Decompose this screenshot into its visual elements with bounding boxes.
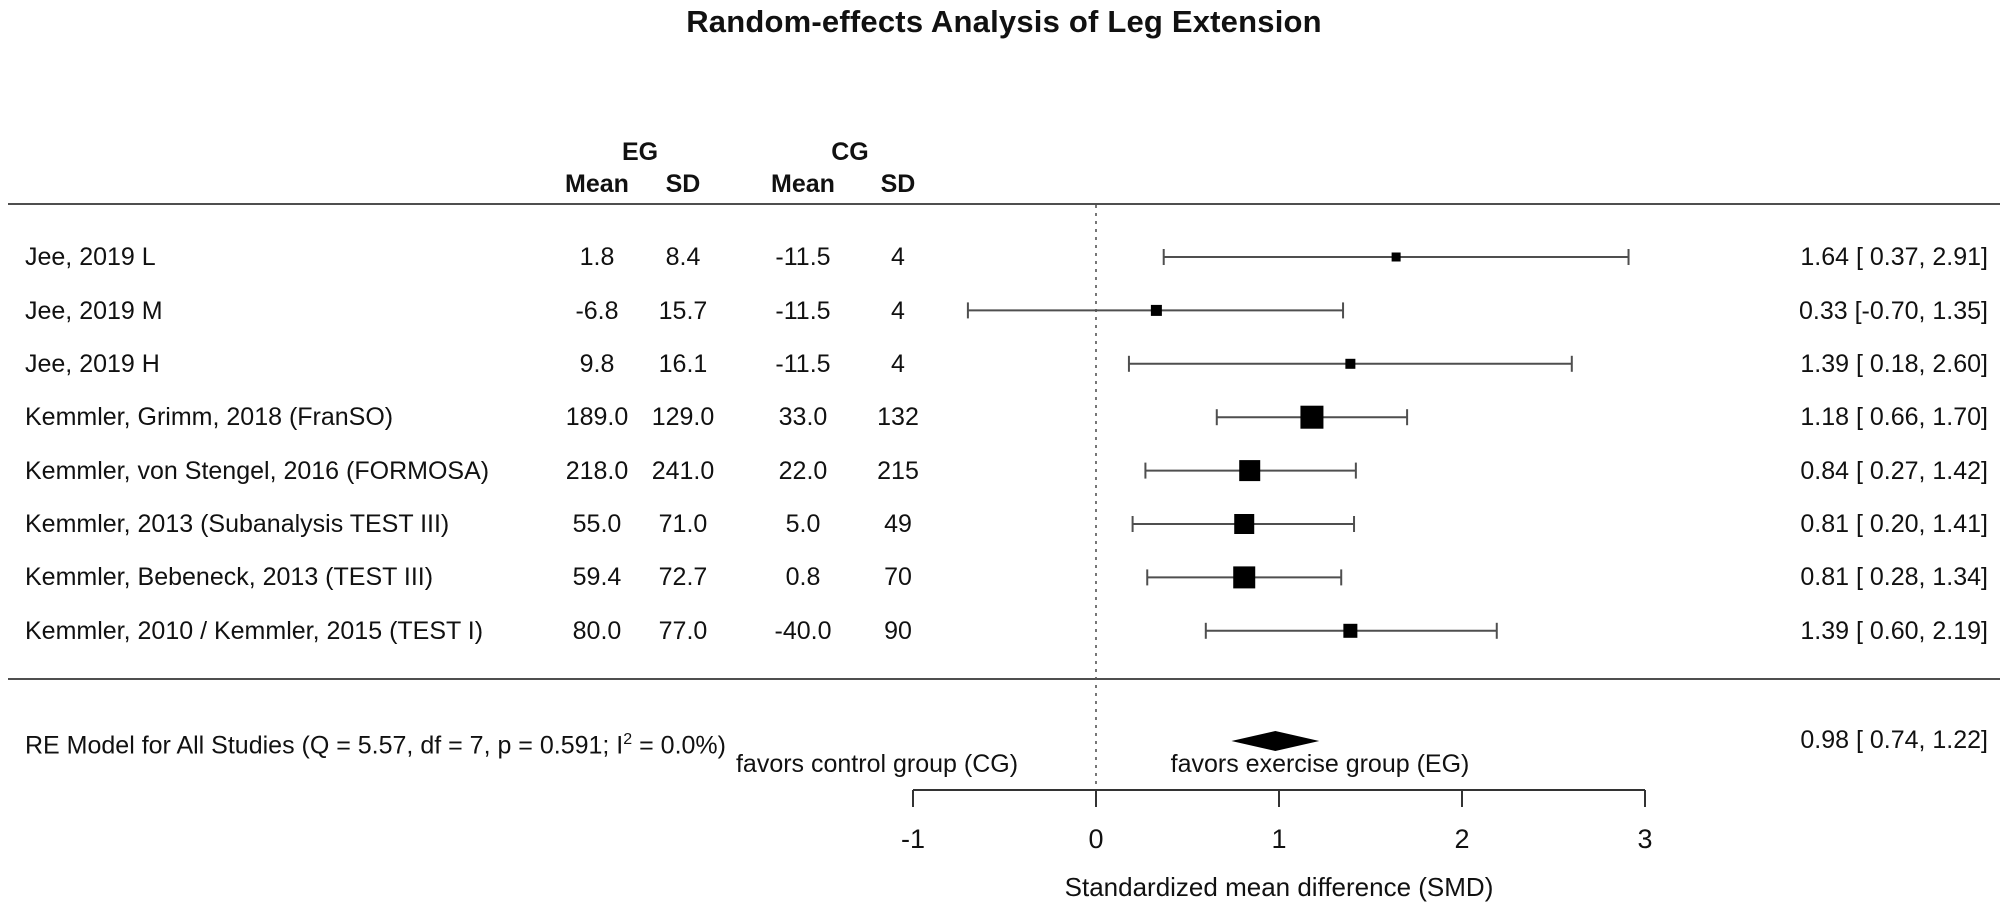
- study-label: Kemmler, von Stengel, 2016 (FORMOSA): [25, 457, 490, 485]
- x-tick-label: 1: [1271, 824, 1287, 854]
- header-eg-group: EG: [621, 138, 659, 166]
- cg-mean-value: -40.0: [774, 617, 832, 645]
- effect-estimate-label: 1.39 [ 0.60, 2.19]: [1800, 617, 1988, 645]
- header-cg-mean: Mean: [771, 170, 835, 198]
- study-label: Kemmler, Bebeneck, 2013 (TEST III): [25, 563, 434, 591]
- eg-mean-value: 9.8: [579, 350, 615, 378]
- effect-marker: [1300, 405, 1324, 429]
- study-row: Kemmler, Bebeneck, 2013 (TEST III) 59.4 …: [0, 560, 2008, 594]
- eg-sd-value: 72.7: [658, 563, 708, 591]
- effect-estimate-label: 0.33 [-0.70, 1.35]: [1798, 297, 1988, 325]
- summary-effect-label: 0.98 [ 0.74, 1.22]: [1800, 726, 1988, 754]
- chart-title: Random-effects Analysis of Leg Extension: [686, 4, 1322, 39]
- cg-sd-value: 4: [891, 350, 905, 378]
- cg-sd-value: 215: [877, 457, 919, 485]
- study-row: Jee, 2019 H 9.8 16.1 -11.5 4 1.39 [ 0.18…: [0, 347, 2008, 381]
- cg-mean-value: -11.5: [775, 243, 831, 271]
- eg-sd-value: 71.0: [658, 510, 708, 538]
- cg-sd-value: 90: [884, 617, 912, 645]
- eg-sd-value: 241.0: [651, 457, 715, 485]
- effect-marker: [1233, 566, 1256, 589]
- effect-estimate-label: 1.18 [ 0.66, 1.70]: [1800, 403, 1988, 431]
- favors-control-label: favors control group (CG): [735, 750, 1019, 778]
- study-label: Jee, 2019 L: [25, 243, 156, 271]
- study-label: Jee, 2019 H: [25, 350, 160, 378]
- cg-mean-value: 5.0: [785, 510, 821, 538]
- eg-mean-value: 189.0: [565, 403, 629, 431]
- top-separator-line: [8, 203, 2000, 205]
- effect-marker: [1343, 623, 1358, 638]
- eg-mean-value: 1.8: [579, 243, 615, 271]
- x-tick-label: 2: [1454, 824, 1470, 854]
- effect-estimate-label: 0.81 [ 0.28, 1.34]: [1800, 563, 1988, 591]
- summary-row: RE Model for All Studies (Q = 5.57, df =…: [0, 723, 2008, 759]
- superscript-2: 2: [623, 731, 633, 748]
- eg-mean-value: -6.8: [575, 297, 619, 325]
- header-cg-group: CG: [831, 138, 869, 166]
- cg-mean-value: 22.0: [778, 457, 828, 485]
- re-model-label: RE Model for All Studies (Q = 5.57, df =…: [25, 731, 726, 760]
- x-tick-label: 0: [1088, 824, 1104, 854]
- eg-mean-value: 59.4: [572, 563, 622, 591]
- x-tick-label: -1: [900, 824, 925, 854]
- cg-sd-value: 4: [891, 297, 905, 325]
- cg-sd-value: 132: [877, 403, 919, 431]
- cg-mean-value: -11.5: [775, 350, 831, 378]
- study-row: Kemmler, 2013 (Subanalysis TEST III) 55.…: [0, 507, 2008, 541]
- eg-sd-value: 77.0: [658, 617, 708, 645]
- study-row: Kemmler, 2010 / Kemmler, 2015 (TEST I) 8…: [0, 614, 2008, 648]
- effect-marker: [1234, 514, 1255, 534]
- study-row: Jee, 2019 L 1.8 8.4 -11.5 4 1.64 [ 0.37,…: [0, 240, 2008, 274]
- effect-marker: [1391, 252, 1401, 262]
- study-label: Kemmler, 2010 / Kemmler, 2015 (TEST I): [25, 617, 484, 645]
- eg-sd-value: 16.1: [658, 350, 708, 378]
- eg-mean-value: 218.0: [565, 457, 629, 485]
- cg-sd-value: 49: [884, 510, 912, 538]
- study-row: Jee, 2019 M -6.8 15.7 -11.5 4 0.33 [-0.7…: [0, 294, 2008, 328]
- study-label: Jee, 2019 M: [25, 297, 163, 325]
- eg-mean-value: 80.0: [572, 617, 622, 645]
- summary-diamond: [1231, 731, 1320, 751]
- effect-estimate-label: 1.64 [ 0.37, 2.91]: [1800, 243, 1988, 271]
- favors-exercise-label: favors exercise group (EG): [1170, 750, 1470, 778]
- cg-sd-value: 4: [891, 243, 905, 271]
- effect-estimate-label: 0.81 [ 0.20, 1.41]: [1800, 510, 1988, 538]
- header-eg-mean: Mean: [565, 170, 629, 198]
- effect-estimate-label: 0.84 [ 0.27, 1.42]: [1800, 457, 1988, 485]
- x-tick-label: 3: [1637, 824, 1653, 854]
- eg-sd-value: 129.0: [651, 403, 715, 431]
- cg-mean-value: 0.8: [785, 563, 821, 591]
- effect-marker: [1345, 358, 1356, 369]
- effect-marker: [1150, 304, 1162, 316]
- study-label: Kemmler, 2013 (Subanalysis TEST III): [25, 510, 450, 538]
- cg-mean-value: -11.5: [775, 297, 831, 325]
- cg-sd-value: 70: [884, 563, 912, 591]
- study-label: Kemmler, Grimm, 2018 (FranSO): [25, 403, 394, 431]
- eg-sd-value: 8.4: [665, 243, 701, 271]
- effect-estimate-label: 1.39 [ 0.18, 2.60]: [1800, 350, 1988, 378]
- eg-mean-value: 55.0: [572, 510, 622, 538]
- eg-sd-value: 15.7: [658, 297, 708, 325]
- bottom-separator-line: [8, 678, 2000, 680]
- x-axis-title: Standardized mean difference (SMD): [1064, 872, 1494, 902]
- study-row: Kemmler, von Stengel, 2016 (FORMOSA) 218…: [0, 454, 2008, 488]
- header-eg-sd: SD: [665, 170, 701, 198]
- cg-mean-value: 33.0: [778, 403, 828, 431]
- study-row: Kemmler, Grimm, 2018 (FranSO) 189.0 129.…: [0, 400, 2008, 434]
- effect-marker: [1239, 460, 1261, 482]
- header-cg-sd: SD: [880, 170, 916, 198]
